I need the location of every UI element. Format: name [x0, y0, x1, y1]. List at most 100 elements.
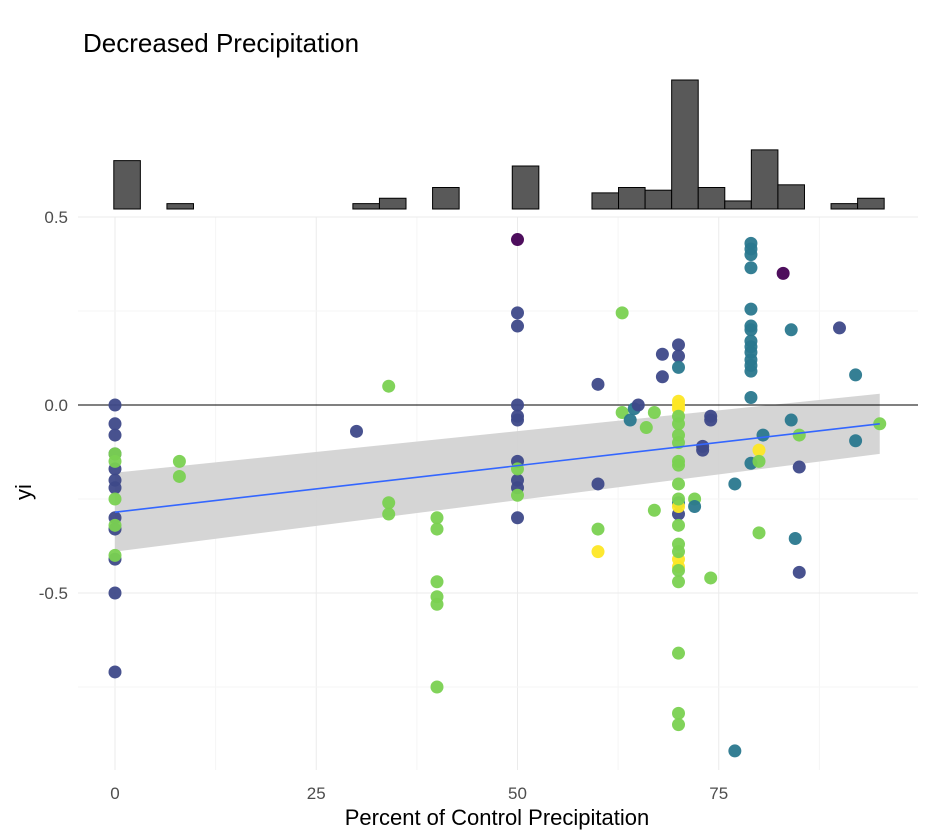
x-tick-label: 0 — [110, 784, 119, 803]
data-point — [744, 323, 758, 337]
histogram-bar — [166, 203, 194, 210]
chart-title: Decreased Precipitation — [83, 28, 359, 58]
data-point — [591, 522, 605, 536]
histogram — [113, 79, 885, 210]
histogram-bar — [724, 200, 752, 210]
histogram-bar — [750, 149, 779, 210]
data-point — [776, 266, 790, 280]
data-point — [744, 261, 758, 275]
data-point — [752, 443, 766, 457]
data-point — [655, 347, 669, 361]
data-point — [788, 531, 802, 545]
data-point — [752, 454, 766, 468]
data-point — [108, 454, 122, 468]
data-point — [704, 571, 718, 585]
y-tick-label: 0.5 — [44, 208, 68, 227]
data-point — [672, 458, 685, 472]
data-point — [752, 526, 766, 540]
data-point — [430, 522, 444, 536]
histogram-bar — [113, 160, 141, 210]
data-point — [655, 370, 669, 384]
data-point — [511, 488, 524, 502]
data-point — [108, 428, 122, 442]
data-point — [784, 323, 798, 337]
data-point — [672, 477, 685, 491]
histogram-bar — [432, 187, 460, 210]
histogram-bar — [697, 187, 726, 210]
trend-band — [115, 393, 880, 552]
data-point — [108, 548, 122, 562]
data-point — [511, 398, 524, 412]
histogram-bar — [777, 184, 805, 210]
data-point — [108, 665, 122, 679]
points — [108, 233, 887, 758]
data-point — [591, 377, 605, 391]
data-point — [430, 680, 444, 694]
data-point — [672, 563, 685, 577]
data-point — [744, 248, 758, 262]
data-point — [728, 477, 742, 491]
data-point — [511, 306, 524, 320]
data-point — [849, 368, 863, 382]
data-point — [672, 518, 685, 532]
histogram-bar — [857, 197, 885, 210]
data-point — [833, 321, 846, 335]
data-point — [350, 424, 363, 438]
x-tick-label: 50 — [508, 784, 527, 803]
confidence-band — [115, 393, 880, 552]
data-point — [744, 364, 758, 378]
data-point — [696, 443, 710, 457]
data-point — [108, 492, 122, 506]
data-point — [672, 718, 685, 732]
histogram-bar — [511, 165, 540, 210]
histogram-bar — [644, 189, 673, 210]
data-point — [511, 511, 524, 525]
data-point — [849, 434, 863, 448]
x-tick-label: 75 — [709, 784, 728, 803]
histogram-bar — [671, 79, 699, 210]
data-point — [672, 575, 685, 589]
histogram-bar — [352, 203, 380, 210]
data-point — [672, 436, 685, 450]
data-point — [615, 306, 629, 320]
data-point — [792, 565, 806, 579]
data-point — [672, 646, 685, 660]
data-point — [108, 586, 122, 600]
data-point — [591, 477, 605, 491]
data-point — [591, 545, 605, 559]
x-axis-label: Percent of Control Precipitation — [345, 805, 650, 830]
trend-line — [114, 423, 880, 513]
data-point — [647, 406, 661, 420]
data-point — [672, 349, 685, 363]
y-axis-label: yi — [11, 484, 36, 500]
y-tick-label: 0.0 — [44, 396, 68, 415]
data-point — [639, 421, 653, 435]
data-point — [511, 413, 524, 427]
data-point — [784, 413, 798, 427]
data-point — [672, 706, 685, 720]
data-point — [647, 503, 661, 517]
data-point — [672, 338, 685, 352]
x-tick-label: 25 — [307, 784, 326, 803]
data-point — [688, 500, 702, 514]
tick-labels: 0 25 50 75 0.5 0.0 -0.5 — [39, 208, 729, 803]
data-point — [744, 390, 758, 404]
data-point — [756, 428, 770, 442]
data-point — [631, 398, 645, 412]
histogram-bar — [378, 197, 407, 210]
data-point — [108, 481, 122, 495]
data-point — [511, 319, 524, 333]
data-point — [382, 496, 396, 510]
data-point — [172, 454, 186, 468]
data-point — [744, 302, 758, 316]
histogram-bar — [618, 187, 646, 210]
y-tick-label: -0.5 — [39, 584, 68, 603]
data-point — [430, 511, 444, 525]
data-point — [430, 597, 444, 611]
data-point — [704, 413, 718, 427]
data-point — [108, 518, 122, 532]
data-point — [672, 492, 685, 506]
data-point — [672, 417, 685, 431]
histogram-bar — [830, 203, 859, 210]
